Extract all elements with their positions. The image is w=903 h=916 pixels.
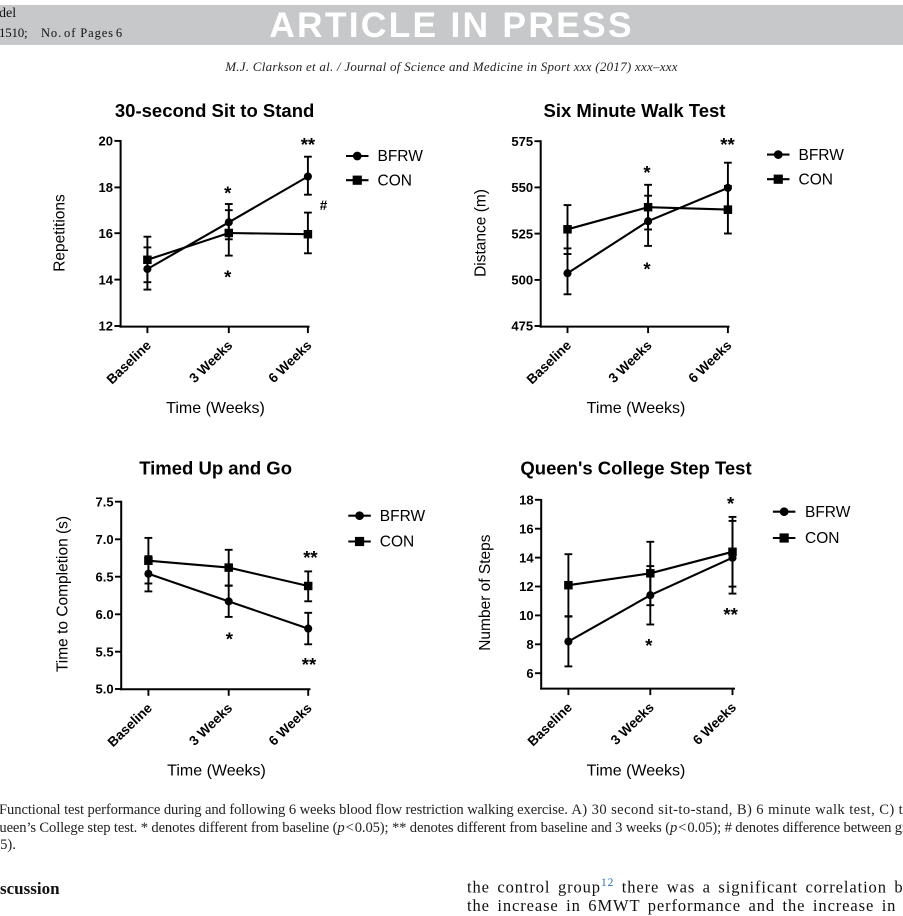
svg-text:BFRW: BFRW [380, 508, 426, 525]
svg-text:16: 16 [99, 226, 113, 241]
svg-text:Baseline: Baseline [105, 700, 156, 750]
svg-text:8: 8 [526, 637, 533, 652]
svg-text:*: * [727, 493, 735, 514]
svg-text:CON: CON [805, 530, 839, 547]
svg-text:Baseline: Baseline [525, 699, 576, 749]
svg-text:7.5: 7.5 [96, 494, 114, 509]
svg-text:CON: CON [799, 171, 833, 188]
svg-text:**: ** [302, 654, 317, 675]
svg-text:6 Weeks: 6 Weeks [265, 338, 314, 386]
svg-text:3 Weeks: 3 Weeks [606, 338, 655, 386]
svg-text:10: 10 [519, 608, 533, 623]
svg-text:*: * [645, 635, 653, 656]
svg-text:5.5: 5.5 [96, 644, 114, 659]
svg-text:**: ** [720, 134, 735, 155]
svg-text:**: ** [301, 134, 316, 155]
svg-text:Distance (m): Distance (m) [473, 189, 490, 277]
svg-text:3 Weeks: 3 Weeks [186, 338, 235, 386]
svg-text:475: 475 [511, 319, 533, 334]
svg-text:#: # [320, 198, 328, 213]
svg-text:20: 20 [99, 134, 113, 149]
svg-text:Baseline: Baseline [104, 337, 155, 387]
svg-text:Six Minute Walk Test: Six Minute Walk Test [544, 100, 726, 121]
svg-text:18: 18 [99, 180, 113, 195]
svg-text:**: ** [723, 604, 738, 625]
svg-text:6 Weeks: 6 Weeks [266, 700, 315, 748]
svg-text:Timed Up and Go: Timed Up and Go [139, 457, 292, 478]
svg-text:Time (Weeks): Time (Weeks) [167, 763, 266, 780]
svg-text:5.0: 5.0 [96, 682, 114, 697]
svg-text:14: 14 [519, 550, 534, 565]
svg-text:Time (Weeks): Time (Weeks) [587, 763, 686, 780]
svg-text:*: * [224, 182, 232, 203]
svg-text:6: 6 [526, 666, 533, 681]
svg-text:575: 575 [511, 134, 533, 149]
svg-text:CON: CON [378, 172, 412, 189]
svg-text:6 Weeks: 6 Weeks [685, 338, 734, 386]
svg-text:Time (Weeks): Time (Weeks) [587, 400, 686, 417]
svg-text:14: 14 [99, 272, 114, 287]
svg-text:Time (Weeks): Time (Weeks) [166, 400, 265, 417]
svg-text:3 Weeks: 3 Weeks [186, 700, 235, 748]
svg-text:Time to Completion (s): Time to Completion (s) [55, 516, 72, 672]
svg-text:Baseline: Baseline [524, 337, 575, 387]
svg-text:*: * [643, 259, 651, 280]
svg-text:CON: CON [380, 534, 414, 551]
svg-text:BFRW: BFRW [805, 504, 851, 521]
svg-text:Queen's College Step Test: Queen's College Step Test [520, 457, 751, 478]
svg-text:30-second Sit to Stand: 30-second Sit to Stand [115, 100, 314, 121]
svg-text:550: 550 [511, 180, 533, 195]
svg-text:*: * [224, 267, 232, 288]
svg-text:7.0: 7.0 [96, 532, 114, 547]
svg-text:BFRW: BFRW [378, 148, 424, 165]
svg-text:*: * [226, 628, 234, 649]
svg-text:16: 16 [519, 521, 533, 536]
svg-text:**: ** [303, 547, 318, 568]
svg-text:12: 12 [99, 319, 113, 334]
svg-text:Number of Steps: Number of Steps [477, 534, 494, 651]
svg-text:6.5: 6.5 [96, 569, 114, 584]
svg-text:500: 500 [511, 273, 533, 288]
svg-text:Repetitions: Repetitions [52, 194, 69, 272]
svg-text:12: 12 [519, 579, 533, 594]
svg-text:18: 18 [519, 493, 533, 508]
svg-text:BFRW: BFRW [799, 147, 845, 164]
svg-text:6 Weeks: 6 Weeks [690, 700, 739, 748]
svg-text:525: 525 [511, 226, 533, 241]
svg-text:3 Weeks: 3 Weeks [608, 700, 657, 748]
svg-text:*: * [643, 162, 651, 183]
svg-text:6.0: 6.0 [96, 607, 114, 622]
